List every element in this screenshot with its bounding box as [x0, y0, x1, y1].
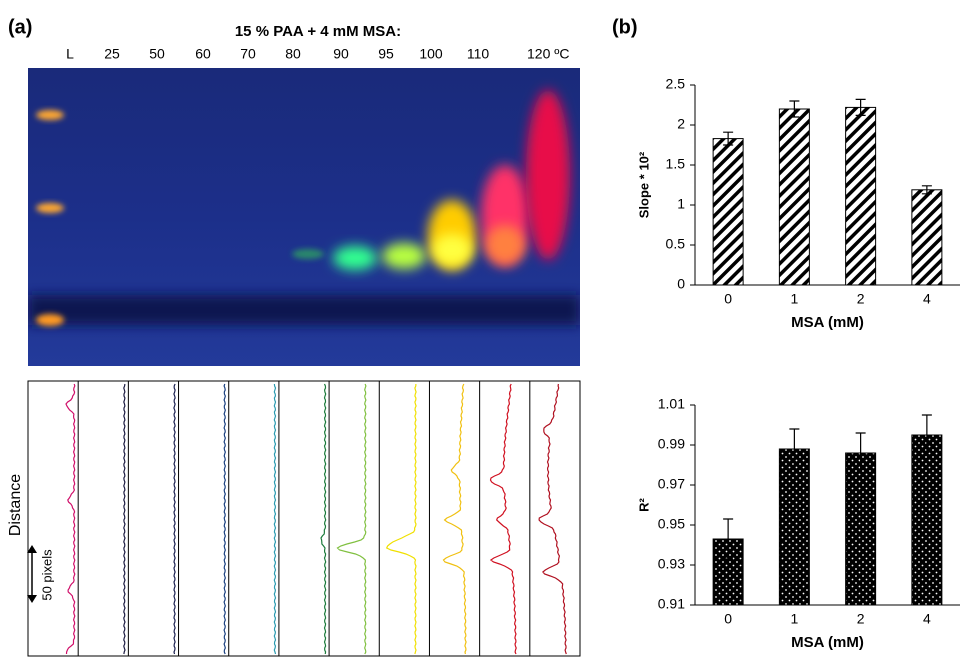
error-bar: [921, 414, 932, 456]
profile-trace: [123, 383, 126, 655]
panel-label: (a): [8, 16, 32, 38]
profile-trace: [173, 383, 176, 655]
error-bar: [789, 100, 800, 118]
profile-trace: [385, 383, 417, 655]
profile-trace: [65, 383, 76, 655]
x-tick-label: 0: [724, 611, 732, 627]
x-tick-label: 1: [790, 291, 798, 307]
x-tick-label: 0: [724, 291, 732, 307]
x-tick-label: 4: [923, 611, 931, 627]
lane-label: L: [66, 46, 74, 62]
error-bar: [723, 131, 734, 146]
profile-trace: [273, 383, 277, 655]
bar: [845, 452, 877, 606]
x-axis-label: MSA (mM): [791, 634, 864, 651]
bar: [778, 108, 810, 286]
y-axis-label: R²: [636, 497, 651, 511]
bar: [778, 448, 810, 606]
lane-label: 70: [240, 46, 256, 62]
y-tick-label: 2: [677, 116, 685, 132]
lane-label: 60: [195, 46, 211, 62]
lane-label: 100: [419, 46, 443, 62]
y-tick-label: 0.99: [658, 436, 685, 452]
y-tick-label: 1.01: [658, 396, 685, 412]
bar: [911, 189, 943, 286]
y-tick-label: 1.5: [666, 156, 686, 172]
panel-label: (b): [612, 16, 638, 38]
lane-label: 95: [378, 46, 394, 62]
profile-frame: [27, 380, 581, 657]
error-bar: [789, 428, 800, 470]
intensity-profiles: [65, 381, 567, 656]
x-tick-label: 2: [857, 611, 865, 627]
x-tick-label: 4: [923, 291, 931, 307]
y-tick-label: 0.91: [658, 596, 685, 612]
error-bar: [855, 432, 866, 474]
scale-arrow: [27, 545, 37, 603]
bar: [845, 106, 877, 286]
profile-trace: [320, 383, 327, 655]
bar: [712, 138, 744, 286]
profile-trace: [442, 383, 467, 655]
lane-label: 80: [285, 46, 301, 62]
y-axis-label: Slope * 10²: [636, 151, 651, 218]
y-tick-label: 2.5: [666, 76, 686, 92]
y-tick-label: 1: [677, 196, 685, 212]
error-bar: [723, 518, 734, 560]
y-tick-label: 0.95: [658, 516, 685, 532]
scale-label: 50 pixels: [39, 549, 54, 601]
profile-trace: [489, 383, 517, 655]
lane-label: 50: [149, 46, 165, 62]
distance-label: Distance: [7, 474, 24, 536]
lane-label: 25: [104, 46, 120, 62]
x-axis-label: MSA (mM): [791, 314, 864, 331]
lane-label: 110: [467, 46, 490, 62]
error-bar: [921, 185, 932, 195]
gel-title: 15 % PAA + 4 mM MSA:: [235, 23, 401, 40]
profile-trace: [223, 383, 226, 655]
gel-image: [28, 68, 580, 366]
lane-label: 120 ºC: [527, 46, 569, 62]
x-tick-label: 2: [857, 291, 865, 307]
y-tick-label: 0: [677, 276, 685, 292]
profile-trace: [538, 383, 567, 655]
y-tick-label: 0.93: [658, 556, 685, 572]
lane-label: 90: [333, 46, 349, 62]
y-tick-label: 0.97: [658, 476, 685, 492]
y-tick-label: 0.5: [666, 236, 686, 252]
bar: [911, 434, 943, 606]
profile-trace: [336, 383, 367, 655]
x-tick-label: 1: [790, 611, 798, 627]
error-bar: [855, 98, 866, 116]
